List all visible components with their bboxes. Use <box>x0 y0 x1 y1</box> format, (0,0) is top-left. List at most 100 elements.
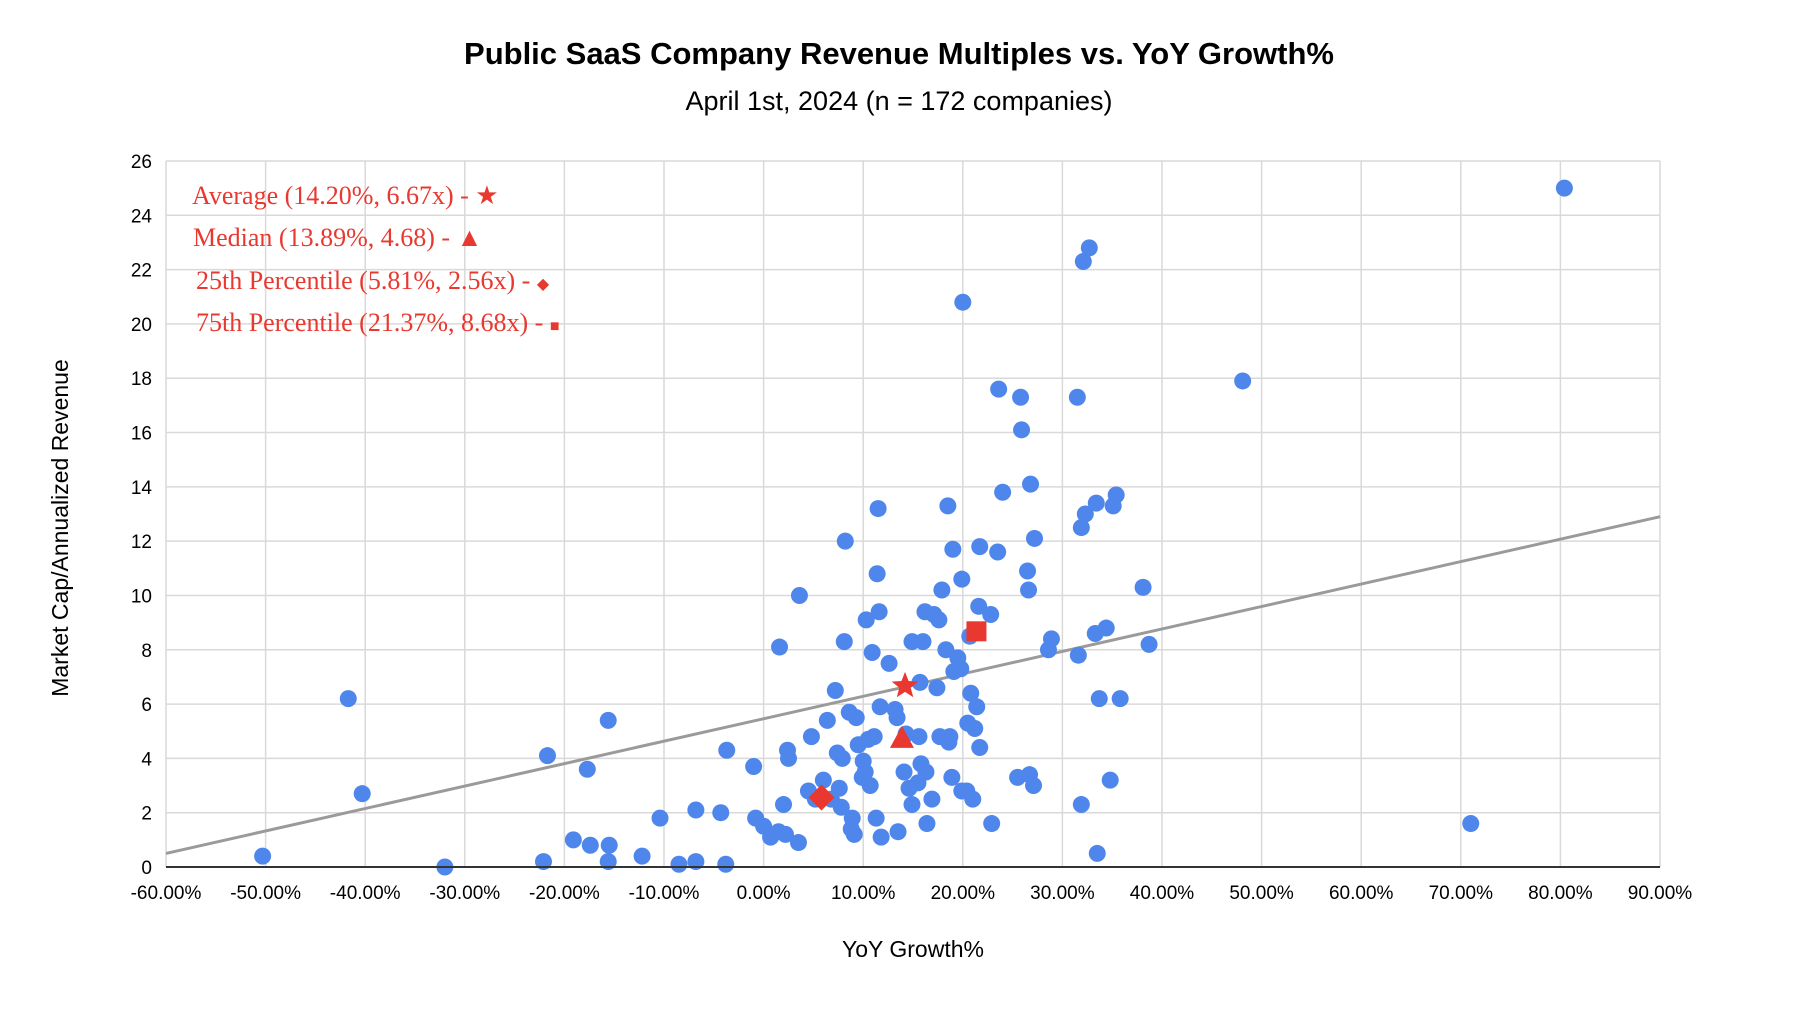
data-point <box>943 768 961 786</box>
y-tick-label: 18 <box>131 369 152 390</box>
data-point <box>918 815 936 833</box>
data-point <box>1080 239 1098 257</box>
star-icon: ★ <box>475 181 498 210</box>
x-tick-label: 80.00% <box>1528 883 1593 904</box>
y-axis-title: Market Cap/Annualized Revenue <box>47 359 73 697</box>
data-point <box>983 815 1001 833</box>
data-point <box>1555 179 1573 197</box>
data-point <box>353 785 371 803</box>
data-point <box>564 831 582 849</box>
data-point <box>1069 646 1087 664</box>
data-point <box>857 611 875 629</box>
data-point <box>1022 475 1040 493</box>
data-point <box>1101 771 1119 789</box>
data-point <box>971 739 989 757</box>
data-point <box>937 641 955 659</box>
data-point <box>939 497 957 515</box>
data-point <box>952 660 970 678</box>
data-point <box>712 804 730 822</box>
x-tick-label: -30.00% <box>429 883 500 904</box>
x-tick-label: 90.00% <box>1628 883 1693 904</box>
data-point <box>870 603 888 621</box>
annotation-diamond: 25th Percentile (5.81%, 2.56x) - ◆ <box>196 266 550 295</box>
data-point <box>954 293 972 311</box>
y-tick-label: 2 <box>141 804 152 825</box>
y-tick-label: 20 <box>131 315 152 336</box>
square-icon: ■ <box>550 318 560 335</box>
data-point <box>1068 388 1086 406</box>
data-point <box>1074 252 1092 270</box>
x-tick-label: -50.00% <box>230 883 301 904</box>
data-point <box>861 777 879 795</box>
data-point <box>600 836 618 854</box>
data-point <box>1042 630 1060 648</box>
data-point <box>1090 690 1108 708</box>
annotation-triangle: Median (13.89%, 4.68) - ▲ <box>193 223 482 252</box>
data-point <box>599 853 617 871</box>
data-point <box>826 682 844 699</box>
data-point <box>970 597 988 615</box>
annotations: Average (14.20%, 6.67x) - ★ Median (13.89… <box>192 181 559 337</box>
data-point <box>254 847 272 865</box>
data-point <box>962 684 980 702</box>
data-point <box>1013 421 1031 439</box>
data-point <box>651 809 669 827</box>
annotation-text: Median (13.89%, 4.68) - <box>193 223 457 252</box>
data-point <box>835 633 853 651</box>
data-points <box>254 179 1573 876</box>
x-tick-label: -20.00% <box>529 883 600 904</box>
data-point <box>833 749 851 767</box>
axes: -60.00% -50.00% -40.00% -30.00% -20.00% -10.0… <box>131 152 1693 904</box>
data-point <box>717 855 735 873</box>
data-point <box>941 728 959 746</box>
data-point <box>836 532 854 550</box>
annotation-square: 75th Percentile (21.37%, 8.68x) - ■ <box>196 308 559 337</box>
data-point <box>789 834 807 852</box>
data-point <box>933 581 951 599</box>
data-point <box>923 790 941 808</box>
data-point <box>880 654 898 672</box>
data-point <box>868 565 886 583</box>
data-point <box>1111 690 1129 708</box>
data-point <box>867 809 885 827</box>
data-point <box>910 728 928 746</box>
data-point <box>914 633 932 651</box>
data-point <box>903 796 921 814</box>
x-axis-title: YoY Growth% <box>842 936 984 962</box>
y-tick-label: 24 <box>131 206 153 227</box>
data-point <box>964 790 982 808</box>
data-point <box>718 741 736 759</box>
y-tick-label: 6 <box>141 695 152 716</box>
x-tick-label: 60.00% <box>1329 883 1394 904</box>
data-point <box>989 543 1007 561</box>
data-point <box>953 570 971 588</box>
data-point <box>895 763 913 781</box>
x-tick-label: -10.00% <box>629 883 700 904</box>
data-point <box>888 709 906 727</box>
data-point <box>994 483 1012 501</box>
x-tick-label: 50.00% <box>1229 883 1294 904</box>
data-point <box>930 611 948 629</box>
annotation-star: Average (14.20%, 6.67x) - ★ <box>192 181 499 210</box>
p25-diamond-marker <box>808 784 835 811</box>
y-tick-label: 14 <box>131 478 153 499</box>
annotation-text: 25th Percentile (5.81%, 2.56x) - <box>196 266 537 295</box>
data-point <box>745 758 763 776</box>
data-point <box>670 855 688 873</box>
data-point <box>845 825 863 843</box>
data-point <box>775 796 793 814</box>
data-point <box>966 720 984 738</box>
data-point <box>847 709 865 727</box>
average-star-marker <box>891 671 919 698</box>
data-point <box>1072 519 1090 537</box>
data-point <box>1234 372 1252 390</box>
x-tick-label: 10.00% <box>831 883 896 904</box>
y-tick-label: 12 <box>131 532 152 553</box>
data-point <box>780 749 797 767</box>
triangle-icon: ▲ <box>457 223 483 252</box>
x-tick-label: 0.00% <box>737 883 791 904</box>
data-point <box>944 540 962 558</box>
data-point <box>871 698 889 716</box>
data-point <box>777 825 795 843</box>
